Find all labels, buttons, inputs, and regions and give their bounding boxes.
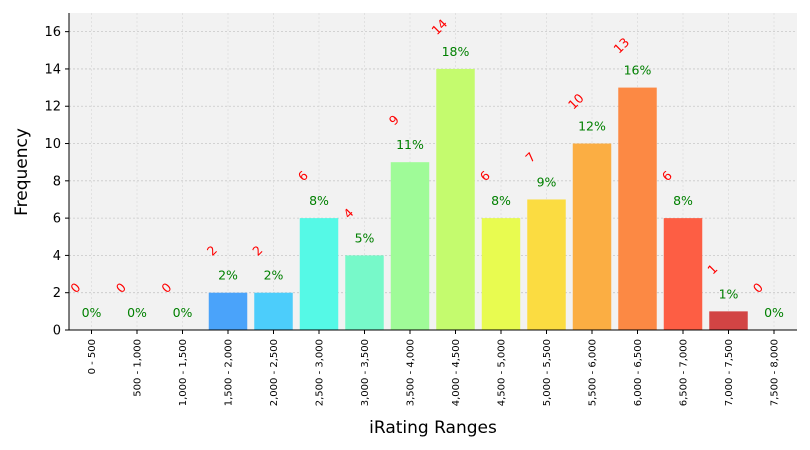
x-tick-label: 500 - 1,000: [133, 339, 144, 397]
x-tick-label: 7,500 - 8,000: [770, 339, 781, 406]
percent-label: 12%: [578, 119, 606, 134]
percent-label: 2%: [218, 268, 238, 283]
x-tick-label: 4,000 - 4,500: [451, 339, 462, 406]
percent-label: 5%: [355, 230, 375, 245]
x-tick-label: 3,000 - 3,500: [360, 339, 371, 406]
x-tick-label: 1,500 - 2,000: [224, 339, 235, 406]
x-tick-label: 5,500 - 6,000: [588, 339, 599, 406]
x-tick-label: 2,000 - 2,500: [269, 339, 280, 406]
percent-label: 2%: [264, 268, 284, 283]
y-axis: 0 2 4 6 8 10 12 14 16: [44, 25, 69, 339]
bar: [572, 143, 612, 330]
percent-label: 0%: [764, 305, 784, 320]
y-tick-label: 16: [44, 25, 61, 40]
percent-label: 8%: [673, 193, 693, 208]
bar: [254, 292, 293, 330]
bar: [618, 87, 657, 331]
bar: [208, 292, 248, 330]
y-axis-title: Frequency: [12, 128, 32, 216]
bar: [481, 218, 521, 330]
y-tick-label: 0: [53, 324, 61, 339]
bar: [527, 199, 566, 330]
y-tick-label: 2: [53, 286, 61, 301]
y-tick-label: 14: [44, 62, 61, 77]
x-tick-label: 6,500 - 7,000: [679, 339, 690, 406]
percent-label: 1%: [719, 286, 739, 301]
x-tick-label: 3,500 - 4,000: [406, 339, 417, 406]
bar: [663, 218, 703, 330]
y-tick-label: 4: [53, 249, 61, 264]
x-tick-label: 7,000 - 7,500: [724, 339, 735, 406]
percent-label: 16%: [624, 63, 652, 78]
percent-label: 18%: [442, 44, 470, 59]
percent-label: 0%: [82, 305, 102, 320]
percent-label: 0%: [127, 305, 147, 320]
bar: [436, 68, 475, 331]
y-tick-label: 12: [44, 100, 61, 115]
x-tick-label: 5,000 - 5,500: [542, 339, 553, 406]
x-tick-label: 4,500 - 5,000: [497, 339, 508, 406]
x-axis-title: iRating Ranges: [369, 418, 497, 438]
y-tick-label: 6: [53, 212, 61, 227]
percent-label: 9%: [537, 174, 557, 189]
percent-label: 11%: [396, 137, 424, 152]
x-tick-label: 1,000 - 1,500: [178, 339, 189, 406]
percent-label: 8%: [309, 193, 329, 208]
bar: [345, 255, 384, 330]
percent-label: 0%: [173, 305, 193, 320]
y-tick-label: 10: [44, 137, 61, 152]
percent-label: 8%: [491, 193, 511, 208]
x-axis: 0 - 500 500 - 1,000 1,000 - 1,500 1,500 - 2…: [87, 330, 781, 406]
x-tick-label: 0 - 500: [87, 339, 98, 374]
bar: [709, 311, 748, 330]
bars: [208, 68, 748, 331]
y-tick-label: 8: [53, 174, 61, 189]
x-tick-label: 6,000 - 6,500: [633, 339, 644, 406]
bar: [299, 218, 339, 330]
x-tick-label: 2,500 - 3,000: [315, 339, 326, 406]
bar: [390, 162, 430, 330]
